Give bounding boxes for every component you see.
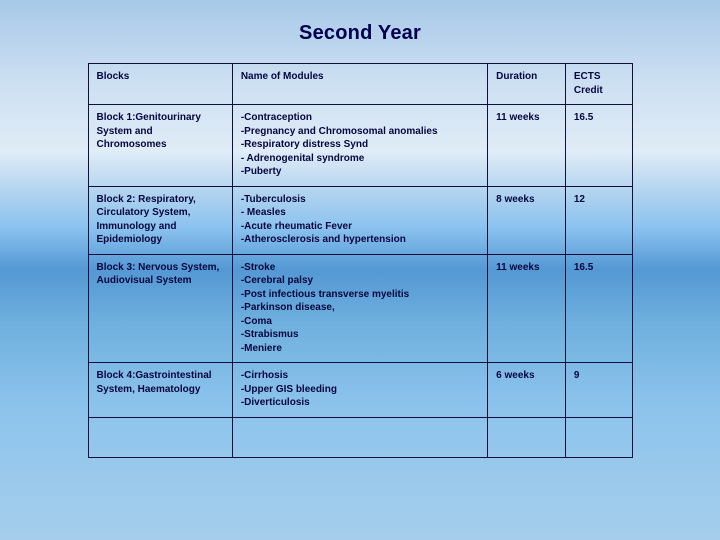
cell-duration: 11 weeks <box>488 254 566 363</box>
cell-empty <box>565 417 632 457</box>
cell-modules: -Tuberculosis- Measles-Acute rheumatic F… <box>232 186 487 254</box>
cell-duration: 8 weeks <box>488 186 566 254</box>
cell-ects: 16.5 <box>565 105 632 187</box>
curriculum-table: Blocks Name of Modules Duration ECTS Cre… <box>88 63 633 458</box>
cell-block: Block 3: Nervous System, Audiovisual Sys… <box>88 254 232 363</box>
cell-modules: -Contraception-Pregnancy and Chromosomal… <box>232 105 487 187</box>
cell-block: Block 1:Genitourinary System and Chromos… <box>88 105 232 187</box>
cell-block: Block 2: Respiratory, Circulatory System… <box>88 186 232 254</box>
cell-block: Block 4:Gastrointestinal System, Haemato… <box>88 363 232 418</box>
slide: Second Year Blocks Name of Modules Durat… <box>0 0 720 540</box>
col-ects: ECTS Credit <box>565 64 632 105</box>
cell-duration: 6 weeks <box>488 363 566 418</box>
cell-empty <box>88 417 232 457</box>
table-row-empty <box>88 417 632 457</box>
cell-empty <box>488 417 566 457</box>
col-modules: Name of Modules <box>232 64 487 105</box>
table-row: Block 1:Genitourinary System and Chromos… <box>88 105 632 187</box>
cell-modules: -Cirrhosis-Upper GIS bleeding-Diverticul… <box>232 363 487 418</box>
cell-ects: 12 <box>565 186 632 254</box>
col-blocks: Blocks <box>88 64 232 105</box>
table-container: Blocks Name of Modules Duration ECTS Cre… <box>88 63 633 458</box>
table-header-row: Blocks Name of Modules Duration ECTS Cre… <box>88 64 632 105</box>
page-title: Second Year <box>0 22 720 45</box>
cell-modules: -Stroke-Cerebral palsy-Post infectious t… <box>232 254 487 363</box>
table-row: Block 3: Nervous System, Audiovisual Sys… <box>88 254 632 363</box>
table-row: Block 2: Respiratory, Circulatory System… <box>88 186 632 254</box>
table-row: Block 4:Gastrointestinal System, Haemato… <box>88 363 632 418</box>
cell-ects: 16.5 <box>565 254 632 363</box>
cell-ects: 9 <box>565 363 632 418</box>
col-duration: Duration <box>488 64 566 105</box>
cell-empty <box>232 417 487 457</box>
cell-duration: 11 weeks <box>488 105 566 187</box>
